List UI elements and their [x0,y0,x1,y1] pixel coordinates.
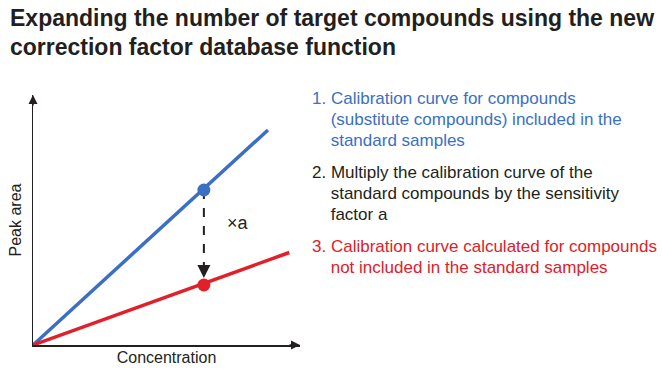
svg-text:Peak area: Peak area [7,183,24,256]
html-text:Expanding the number of target: Expanding the number of target compounds… [10,5,654,60]
html-text:3. Calibration curve calculate: 3. Calibration curve calculated for comp… [312,237,657,277]
svg-text:×a: ×a [227,213,249,233]
html-text:2. Multiply the calibration cu: 2. Multiply the calibration curve of the… [312,163,619,224]
svg-text:Concentration: Concentration [117,349,217,366]
html-text:1. Calibration curve for compo: 1. Calibration curve for compounds (subs… [312,89,622,150]
